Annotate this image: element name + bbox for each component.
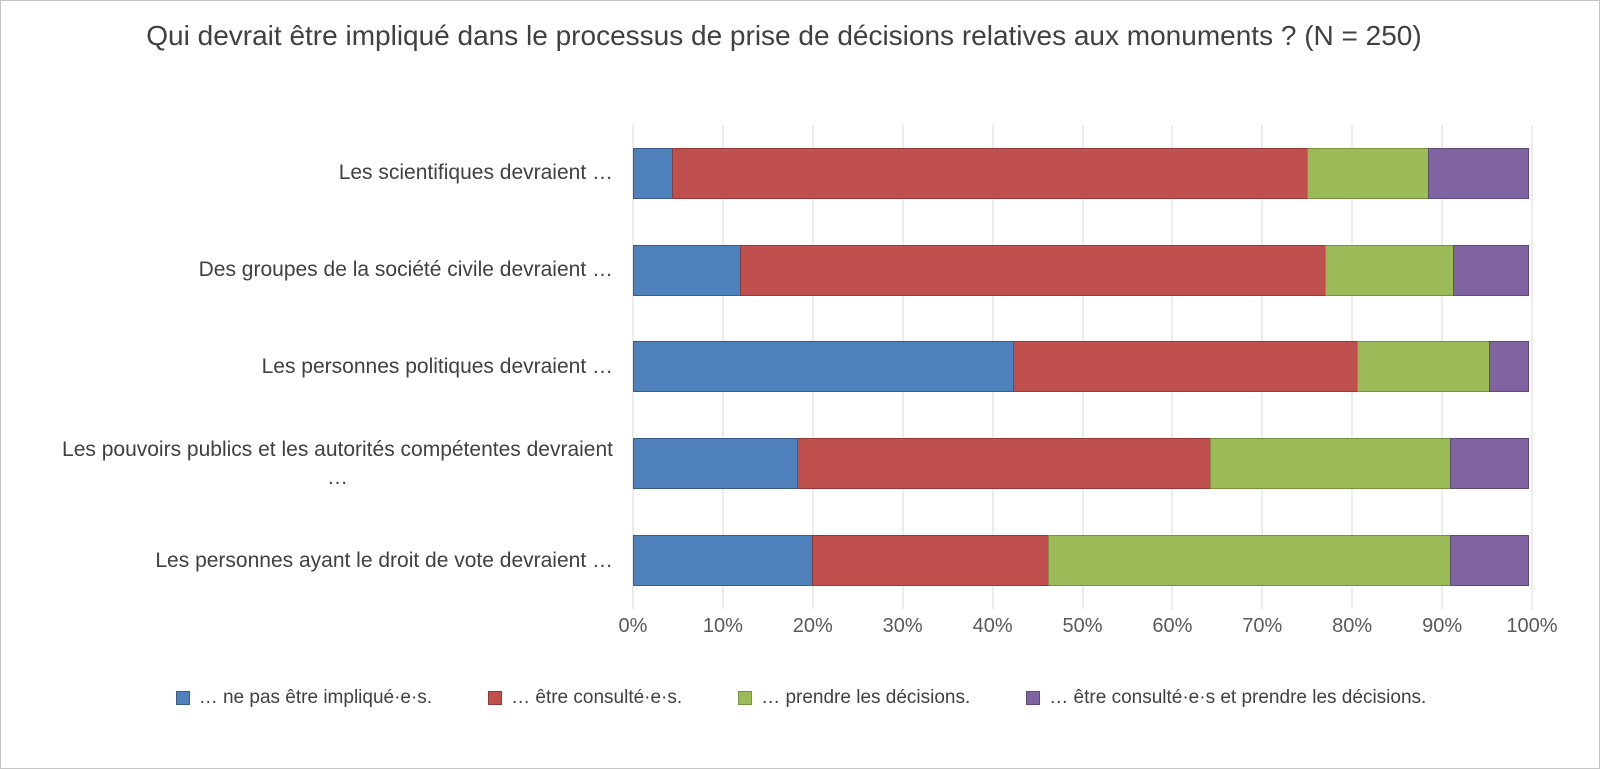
chart-title: Qui devrait être impliqué dans le proces… — [146, 20, 1422, 51]
bar-segment[interactable] — [1325, 244, 1455, 296]
category-label: Les personnes politiques devraient … — [261, 354, 613, 378]
bar-segment[interactable] — [1453, 244, 1529, 296]
plot-area — [632, 125, 1533, 609]
bar-row — [633, 125, 1532, 222]
legend-swatch-icon — [738, 691, 753, 705]
legend-item[interactable]: … être consulté·e·s et prendre les décis… — [1026, 687, 1426, 709]
category-label: Des groupes de la société civile devraie… — [198, 258, 613, 282]
x-tick-label: 10% — [702, 615, 743, 637]
bar-segment[interactable] — [633, 244, 741, 296]
x-tick-label: 80% — [1332, 615, 1373, 637]
bar-row — [633, 319, 1532, 416]
x-tick-label: 100% — [1506, 615, 1558, 637]
x-tick-label: 40% — [972, 615, 1013, 637]
gridline — [1531, 125, 1533, 609]
bar-segment[interactable] — [1449, 535, 1529, 587]
bar-segment[interactable] — [671, 147, 1309, 199]
legend-swatch-icon — [1026, 691, 1041, 705]
legend-swatch-icon — [175, 691, 190, 705]
legend-item[interactable]: … prendre les décisions. — [738, 687, 970, 709]
bar-segment[interactable] — [1307, 147, 1430, 199]
bar-segment[interactable] — [1357, 341, 1491, 393]
category-labels: Les scientifiques devraient … Des groupes… — [15, 125, 613, 609]
bar-segment[interactable] — [797, 438, 1211, 490]
legend: … ne pas être impliqué·e·s. … être consul… — [1, 687, 1599, 709]
stacked-bar — [633, 438, 1532, 490]
legend-item[interactable]: … ne pas être impliqué·e·s. — [175, 687, 433, 709]
x-tick-label: 90% — [1422, 615, 1463, 637]
legend-label: … ne pas être impliqué·e·s. — [198, 687, 433, 708]
bar-segment[interactable] — [633, 438, 799, 490]
category-label: Les scientifiques devraient … — [338, 161, 613, 185]
bar-segment[interactable] — [1209, 438, 1451, 490]
category-label: Les pouvoirs publics et les autorités co… — [62, 437, 613, 489]
bar-segment[interactable] — [1489, 341, 1529, 393]
legend-label: … prendre les décisions. — [761, 687, 971, 708]
x-tick-label: 20% — [792, 615, 833, 637]
stacked-bar — [633, 341, 1532, 393]
bar-rows — [633, 125, 1532, 609]
bar-segment[interactable] — [633, 147, 673, 199]
stacked-bar — [633, 535, 1532, 587]
bar-row — [633, 222, 1532, 319]
stacked-bar — [633, 244, 1532, 296]
bar-row — [633, 512, 1532, 609]
bar-segment[interactable] — [1013, 341, 1359, 393]
bar-row — [633, 415, 1532, 512]
x-tick-label: 60% — [1152, 615, 1193, 637]
x-tick-label: 0% — [618, 615, 648, 637]
stacked-bar — [633, 147, 1532, 199]
legend-label: … être consulté·e·s et prendre les décis… — [1049, 687, 1427, 708]
category-label: Les personnes ayant le droit de vote dev… — [155, 548, 613, 572]
bar-segment[interactable] — [1048, 535, 1451, 587]
legend-swatch-icon — [488, 691, 503, 705]
bar-segment[interactable] — [633, 341, 1015, 393]
bar-segment[interactable] — [1449, 438, 1529, 490]
x-axis: 0% 10% 20% 30% 40% 50% 60% 70% 80% 90% 100% — [619, 615, 1558, 645]
x-tick-label: 30% — [882, 615, 923, 637]
bar-segment[interactable] — [633, 535, 813, 587]
bar-segment[interactable] — [1428, 147, 1529, 199]
x-tick-label: 70% — [1242, 615, 1283, 637]
bar-segment[interactable] — [739, 244, 1327, 296]
x-tick-label: 50% — [1062, 615, 1103, 637]
legend-item[interactable]: … être consulté·e·s. — [488, 687, 682, 709]
bar-segment[interactable] — [811, 535, 1050, 587]
legend-label: … être consulté·e·s. — [511, 687, 683, 708]
